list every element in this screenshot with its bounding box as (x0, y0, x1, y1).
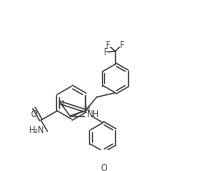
Text: F: F (119, 41, 124, 50)
Text: O: O (101, 165, 108, 171)
Text: N: N (57, 100, 63, 109)
Text: NH: NH (86, 110, 99, 119)
Text: O: O (31, 110, 37, 119)
Text: H₂N: H₂N (28, 126, 44, 135)
Text: F: F (106, 41, 110, 50)
Text: F: F (104, 48, 108, 57)
Text: N: N (83, 105, 89, 114)
